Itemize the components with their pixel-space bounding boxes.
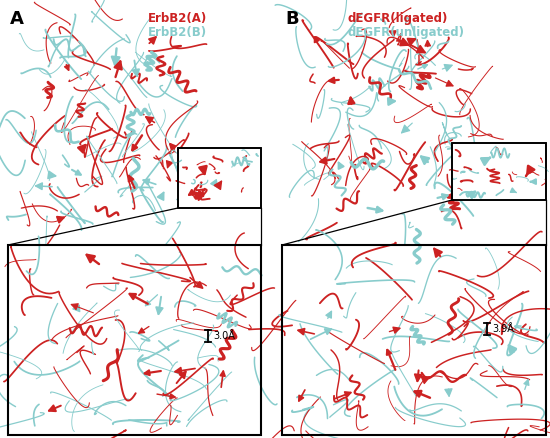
Text: ErbB2(A): ErbB2(A): [148, 12, 207, 25]
Bar: [178, 148, 261, 208]
Bar: [452, 143, 546, 200]
Bar: [282, 245, 546, 435]
Text: A: A: [10, 10, 24, 28]
Bar: [8, 245, 261, 435]
Text: dEGFR(unligated): dEGFR(unligated): [348, 26, 465, 39]
Text: dEGFR(ligated): dEGFR(ligated): [348, 12, 448, 25]
Text: 3.0Å: 3.0Å: [213, 331, 235, 341]
Text: ErbB2(B): ErbB2(B): [148, 26, 207, 39]
Text: B: B: [285, 10, 299, 28]
Bar: [8, 245, 261, 435]
Text: 3.9Å: 3.9Å: [492, 324, 514, 334]
Bar: [452, 143, 546, 200]
Bar: [178, 148, 261, 208]
Bar: [282, 245, 546, 435]
